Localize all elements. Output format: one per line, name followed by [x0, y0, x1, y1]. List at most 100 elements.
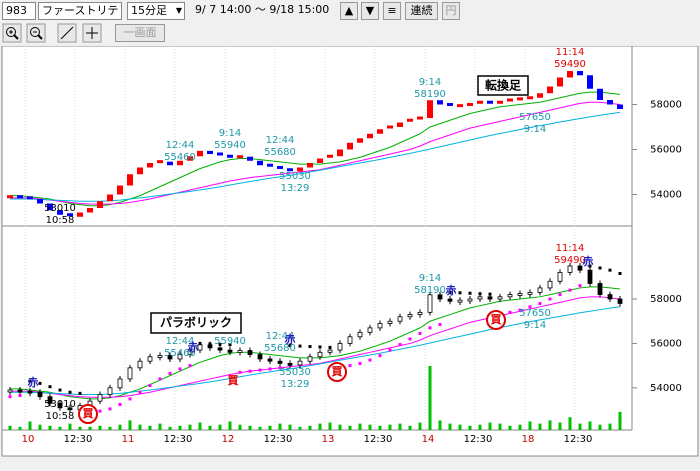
menu-button[interactable]: ≡ — [383, 2, 401, 20]
candle-body — [427, 294, 433, 313]
x-tick-label: 12:30 — [364, 434, 393, 445]
turn-bar — [287, 168, 293, 172]
candle-body — [357, 331, 363, 338]
sar-dot — [278, 366, 282, 370]
annotation-price: 53010 — [44, 399, 76, 410]
volume-bar — [28, 421, 32, 430]
candle-body — [307, 356, 313, 362]
signal-label: 買 — [491, 313, 502, 326]
volume-bar — [538, 423, 542, 430]
signal-label: 赤 — [188, 340, 199, 354]
line-tool-icon[interactable] — [57, 23, 77, 43]
candle-body — [547, 280, 553, 289]
single-view-button[interactable]: 一画面 — [115, 24, 165, 42]
annotation-price: 55460 — [164, 348, 196, 359]
label-box — [150, 312, 242, 334]
volume-bar — [508, 425, 512, 430]
volume-bar — [388, 424, 392, 430]
x-tick-label: 12:30 — [564, 434, 593, 445]
candle-body — [107, 387, 113, 395]
interval-select[interactable]: 15分足 ▼ — [127, 2, 185, 20]
candle-body — [517, 293, 523, 296]
x-tick-label: 12:30 — [264, 434, 293, 445]
turn-bar — [517, 97, 523, 101]
volume-bar — [258, 426, 262, 430]
volume-bar — [488, 422, 492, 430]
name-input[interactable]: ファーストリテ — [38, 2, 122, 20]
continuous-button[interactable]: 連続 — [405, 2, 438, 20]
annotation-time: 10:58 — [46, 411, 75, 422]
volume-bar — [568, 417, 572, 430]
annotation-time: 9:14 — [524, 320, 546, 331]
candle-body — [317, 351, 323, 358]
candle-body — [567, 265, 573, 273]
volume-bar — [238, 424, 242, 430]
signal-circle — [78, 404, 98, 424]
zoom-out-icon[interactable] — [26, 23, 46, 43]
annotation-price: 57650 — [519, 112, 551, 123]
annotation-time: 9:14 — [524, 124, 546, 135]
candle-body — [497, 296, 503, 300]
annotation-price: 58190 — [414, 285, 446, 296]
candle-body — [437, 294, 443, 300]
turn-bar — [177, 160, 183, 166]
annotation-time: 9:14 — [419, 273, 441, 284]
turn-bar — [317, 158, 323, 163]
volume-bar — [88, 426, 92, 430]
sar-dot — [388, 348, 392, 352]
candle-body — [227, 349, 233, 353]
x-tick-label: 12 — [222, 434, 235, 445]
sar-dot — [98, 409, 102, 413]
turn-bar — [397, 122, 403, 127]
turn-bar — [387, 125, 393, 129]
candle-body — [457, 299, 463, 303]
sar-dot — [238, 370, 242, 374]
cross-tool-icon[interactable] — [82, 23, 102, 43]
x-tick-label: 13 — [322, 434, 335, 445]
sar-dot — [548, 297, 552, 301]
candle-body — [177, 354, 183, 360]
turn-bar — [7, 195, 13, 199]
turn-bar — [27, 196, 33, 200]
signal-circle — [486, 310, 506, 330]
turn-bar — [217, 152, 223, 156]
turn-bar — [477, 100, 483, 104]
candle-body — [407, 314, 413, 318]
candle-body — [97, 394, 103, 402]
volume-bar — [328, 422, 332, 430]
next-button[interactable]: ▼ — [361, 2, 379, 20]
candle-body — [367, 327, 373, 333]
prev-button[interactable]: ▲ — [340, 2, 358, 20]
yen-button[interactable]: 円 — [442, 2, 460, 20]
code-input[interactable]: 983 — [2, 2, 36, 20]
candle-body — [447, 298, 453, 302]
sar-dot — [318, 345, 322, 349]
candle-body — [617, 298, 623, 304]
sar-dot — [138, 390, 142, 394]
turn-bar — [507, 98, 513, 102]
turn-bar — [587, 75, 593, 89]
volume-bar — [528, 421, 532, 430]
turn-bar — [97, 201, 103, 208]
candle-body — [27, 390, 33, 394]
turn-bar — [417, 116, 423, 120]
turn-bar — [107, 194, 113, 202]
sar-dot — [188, 364, 192, 368]
volume-bar — [358, 423, 362, 430]
sar-dot — [38, 381, 42, 385]
volume-bar — [198, 422, 202, 430]
turn-bar — [187, 156, 193, 161]
y-tick-label: 54000 — [650, 190, 682, 201]
panel-label: パラボリック — [160, 315, 232, 330]
candle-body — [337, 343, 343, 351]
volume-bar — [558, 422, 562, 430]
sar-dot — [408, 337, 412, 341]
volume-bar — [498, 423, 502, 430]
signal-label: 赤 — [285, 332, 296, 346]
panel-label: 転換足 — [485, 78, 521, 93]
volume-bar — [288, 424, 292, 430]
volume-bar — [458, 424, 462, 430]
sar-dot — [398, 343, 402, 347]
zoom-in-icon[interactable] — [2, 23, 22, 43]
volume-bar — [128, 420, 132, 430]
